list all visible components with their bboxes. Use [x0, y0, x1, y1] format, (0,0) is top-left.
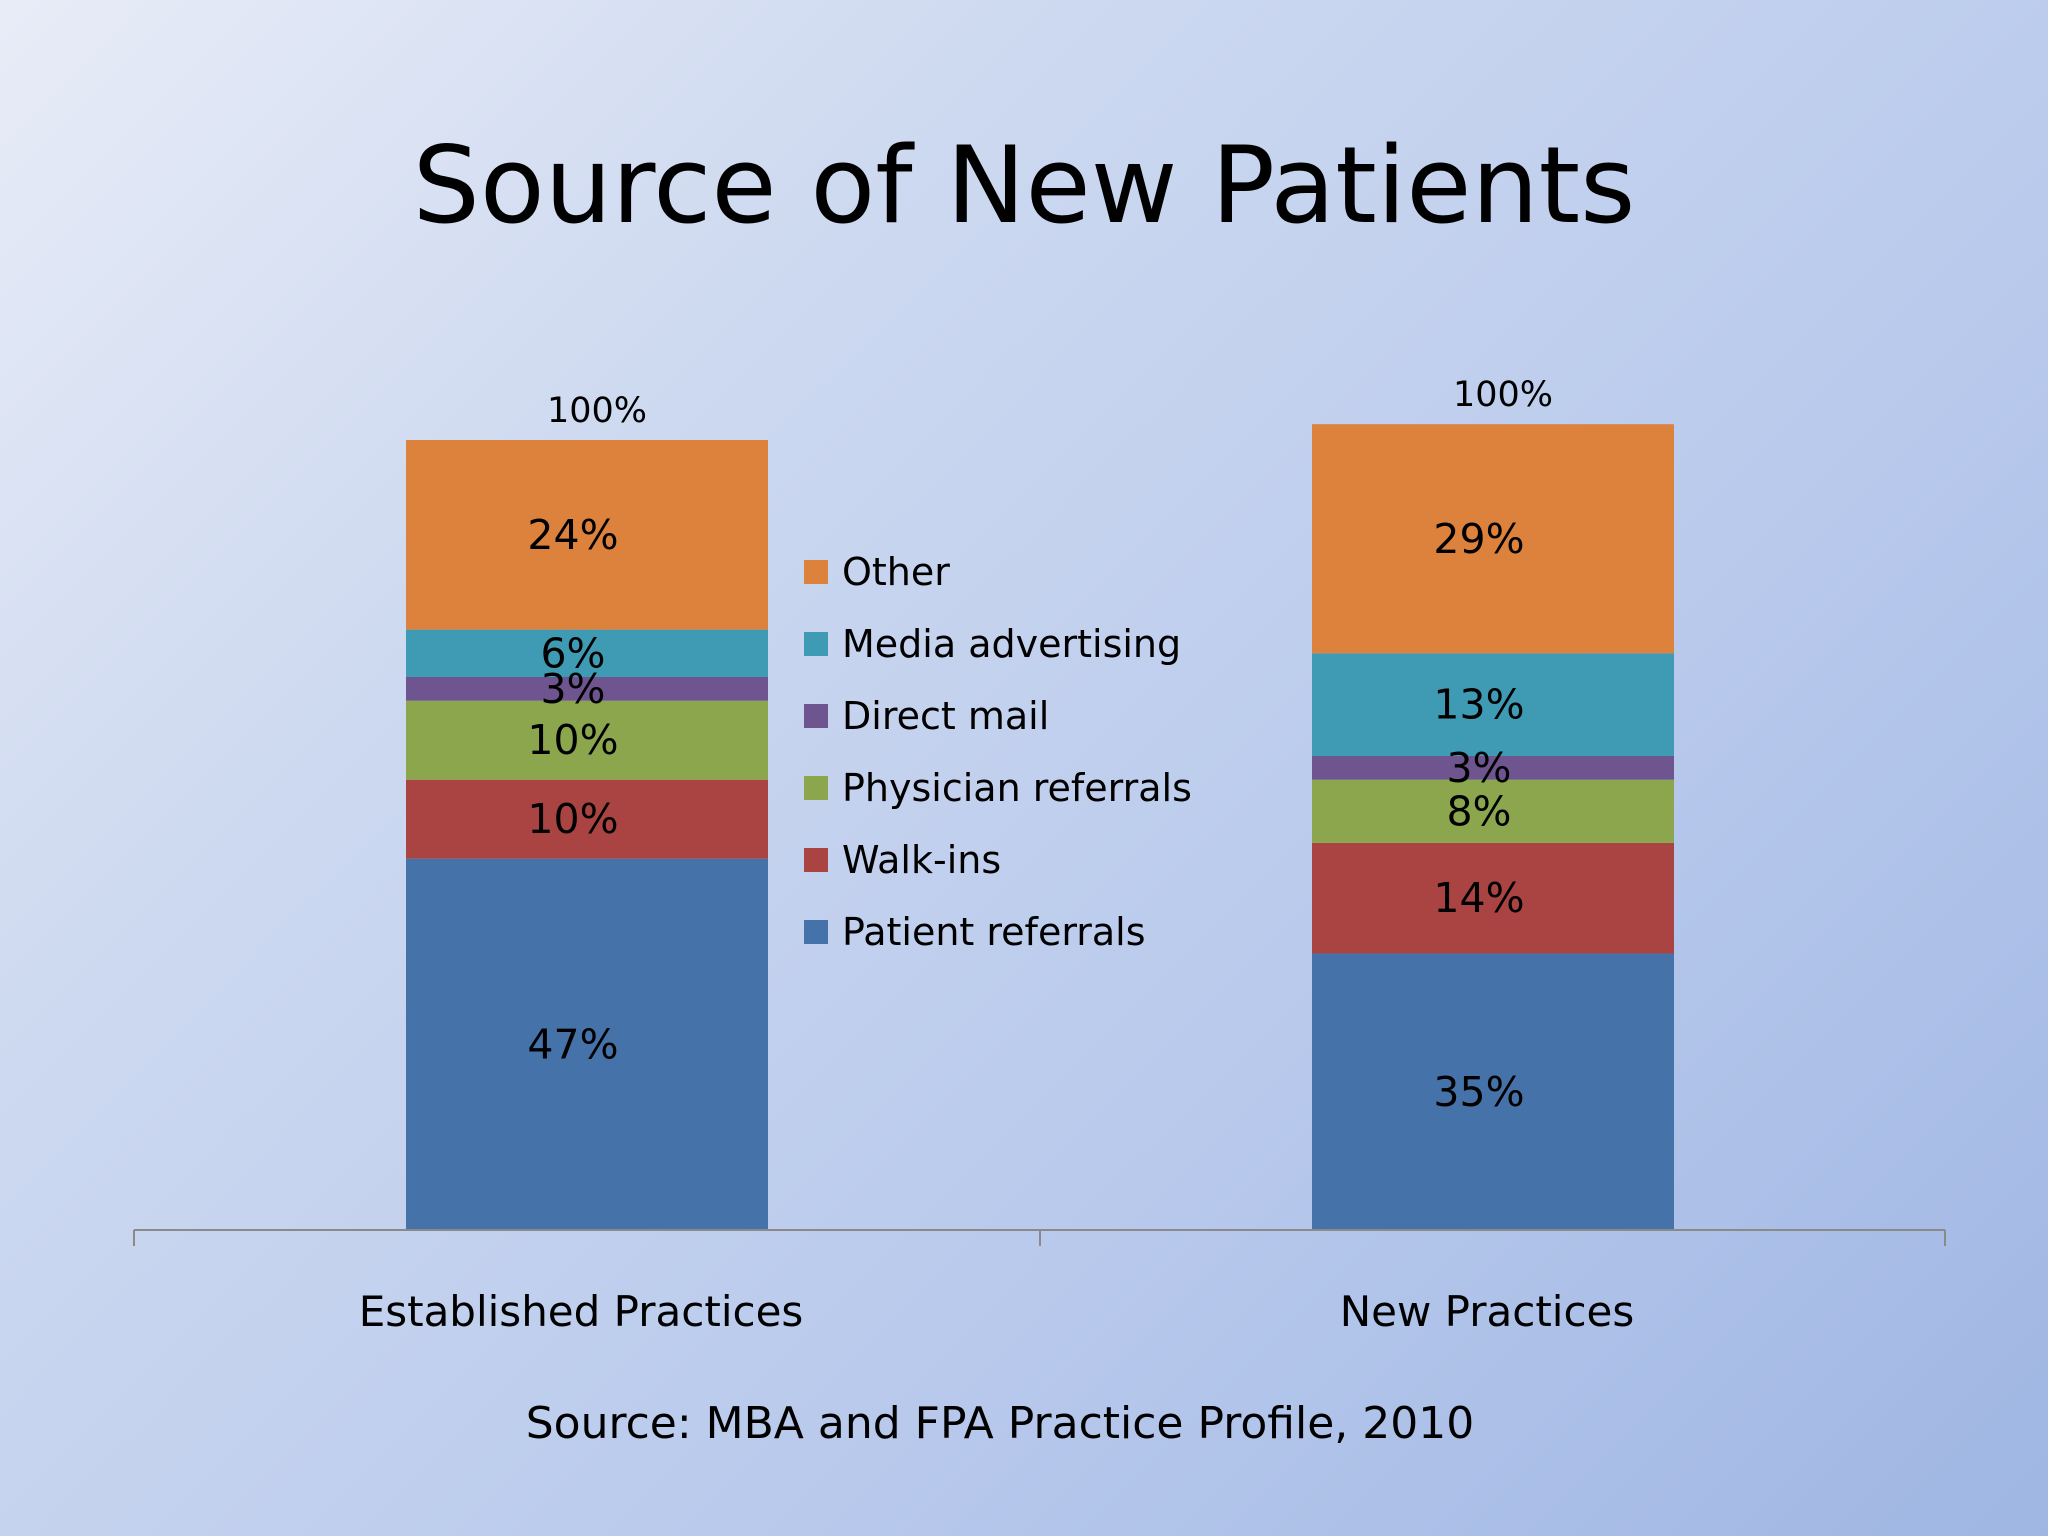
data-label-new-practices-walk-ins: 14%: [1433, 874, 1524, 922]
legend-swatch-media-advertising: [804, 632, 828, 656]
total-label-established-practices: 100%: [547, 391, 647, 431]
legend-label-physician-referrals: Physician referrals: [842, 766, 1192, 810]
bar-new-practices-patient-referrals: [1312, 953, 1674, 1230]
data-label-established-practices-patient-referrals: 47%: [527, 1020, 618, 1068]
category-labels-group: Established Practices New Practices: [359, 1287, 1635, 1336]
bar-established-practices-physician-referrals: [406, 700, 768, 780]
data-label-new-practices-media-advertising: 13%: [1433, 681, 1524, 729]
bar-established-practices-patient-referrals: [406, 858, 768, 1230]
legend-swatch-other: [804, 560, 828, 584]
legend-swatch-physician-referrals: [804, 776, 828, 800]
bar-new-practices-walk-ins: [1312, 842, 1674, 954]
legend-label-direct-mail: Direct mail: [842, 694, 1049, 738]
source-note: Source: MBA and FPA Practice Profile, 20…: [525, 1398, 1475, 1449]
data-label-new-practices-direct-mail: 3%: [1446, 744, 1511, 792]
bar-established-practices-other: [406, 440, 768, 630]
data-label-new-practices-patient-referrals: 35%: [1433, 1068, 1524, 1116]
legend-swatch-patient-referrals: [804, 920, 828, 944]
data-label-new-practices-physician-referrals: 8%: [1446, 787, 1511, 835]
legend-swatch-walk-ins: [804, 848, 828, 872]
data-labels-group: 47%10%10%3%6%24%35%14%8%3%13%29%: [527, 511, 1524, 1116]
legend-label-media-advertising: Media advertising: [842, 622, 1181, 666]
bar-new-practices-media-advertising: [1312, 653, 1674, 756]
legend-label-walk-ins: Walk-ins: [842, 838, 1001, 882]
data-label-new-practices-other: 29%: [1433, 515, 1524, 563]
legend-swatch-direct-mail: [804, 704, 828, 728]
data-label-established-practices-walk-ins: 10%: [527, 795, 618, 843]
bar-new-practices-direct-mail: [1312, 756, 1674, 780]
bar-new-practices-physician-referrals: [1312, 779, 1674, 843]
bar-established-practices-walk-ins: [406, 779, 768, 859]
bars-group: [406, 424, 1674, 1230]
category-label-new-practices: New Practices: [1340, 1287, 1635, 1336]
category-label-established-practices: Established Practices: [359, 1287, 804, 1336]
data-label-established-practices-other: 24%: [527, 511, 618, 559]
bar-new-practices-other: [1312, 424, 1674, 654]
legend: Other Media advertising Direct mail Physici…: [804, 550, 1192, 954]
x-axis: [133, 1229, 1946, 1246]
bar-established-practices-media-advertising: [406, 629, 768, 677]
slide-title: Source of New Patients: [412, 124, 1636, 247]
bar-established-practices-direct-mail: [406, 677, 768, 701]
legend-label-other: Other: [842, 550, 950, 594]
total-labels-group: 100% 100%: [547, 375, 1553, 431]
total-label-new-practices: 100%: [1453, 375, 1553, 415]
data-label-established-practices-physician-referrals: 10%: [527, 716, 618, 764]
data-label-established-practices-direct-mail: 3%: [540, 665, 605, 713]
data-label-established-practices-media-advertising: 6%: [540, 629, 605, 677]
legend-label-patient-referrals: Patient referrals: [842, 910, 1146, 954]
